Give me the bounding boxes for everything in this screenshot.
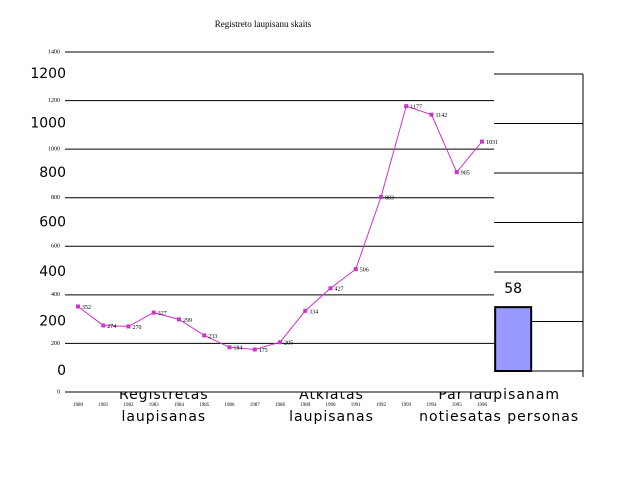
marker [101, 323, 106, 328]
y-tick-label: 200 [39, 314, 66, 330]
x-tick-label: 1987 [250, 403, 261, 408]
data-label: 58 [504, 281, 522, 297]
data-label: 184 [234, 346, 243, 352]
data-label: 299 [183, 318, 192, 324]
data-label: 427 [335, 287, 344, 293]
data-label: 905 [461, 171, 470, 177]
marker [76, 304, 80, 309]
x-tick-label: 1984 [174, 403, 185, 408]
data-label: 803 [385, 195, 394, 201]
y-tick-label: 1000 [48, 147, 60, 153]
x-tick-label: 1980 [73, 403, 84, 408]
y-tick-label: 1000 [30, 116, 66, 132]
x-tick-label: 1986 [225, 403, 236, 408]
x-tick-label: 1983 [149, 403, 160, 408]
y-tick-label: 800 [39, 165, 66, 181]
x-tick-label: Par laupisanam notiesatas personas [419, 387, 579, 425]
data-label: 1031 [486, 140, 498, 146]
bar [494, 306, 533, 372]
marker [202, 333, 207, 338]
data-label: 205 [284, 341, 293, 347]
marker [278, 340, 282, 345]
marker [379, 194, 383, 199]
data-label: 1177 [410, 105, 422, 111]
marker [353, 267, 358, 272]
y-tick-label: 400 [39, 264, 66, 280]
marker [404, 104, 409, 109]
x-tick-label: 1989 [300, 403, 311, 408]
y-tick-label: 0 [57, 363, 66, 379]
x-tick-label: 1994 [427, 403, 438, 408]
data-label: 233 [208, 334, 217, 340]
x-tick-label: 1990 [326, 403, 337, 408]
x-tick-label: 1993 [401, 403, 412, 408]
x-tick-label: 1985 [199, 403, 210, 408]
data-label: 506 [360, 267, 369, 273]
data-label: 175 [259, 348, 268, 354]
y-tick-label: 400 [51, 292, 60, 298]
x-tick-label: 1988 [275, 403, 286, 408]
marker [454, 170, 459, 175]
marker [303, 308, 308, 313]
data-label: 352 [82, 305, 91, 311]
x-tick-label: 1992 [376, 403, 387, 408]
x-tick-label: 1991 [351, 403, 362, 408]
marker [328, 286, 333, 291]
y-tick-label: 600 [39, 215, 66, 231]
data-label: 270 [133, 325, 142, 331]
x-tick-label: 1995 [452, 403, 463, 408]
y-tick-label: 200 [51, 341, 60, 347]
y-tick-label: 600 [51, 244, 60, 250]
plot-area [65, 52, 494, 392]
data-label: 1142 [436, 113, 448, 119]
x-tick-label: 1981 [98, 403, 109, 408]
y-tick-label: 1200 [30, 66, 66, 82]
chart-title: Registreto laupisanu skaits [215, 19, 312, 29]
data-label: 327 [158, 311, 167, 317]
marker [429, 112, 434, 117]
y-tick-label: 0 [57, 389, 60, 395]
y-tick-label: 1400 [48, 49, 60, 55]
marker [151, 310, 156, 315]
data-label: 334 [309, 309, 318, 315]
x-tick-label: 1982 [124, 403, 135, 408]
marker [227, 345, 232, 350]
y-tick-label: 1200 [48, 98, 60, 104]
marker [177, 317, 181, 322]
x-tick-label: 1996 [477, 403, 488, 408]
marker [252, 347, 257, 352]
marker [126, 324, 131, 329]
marker [480, 139, 484, 144]
y-tick-label: 800 [51, 195, 60, 201]
data-label: 274 [107, 324, 116, 330]
